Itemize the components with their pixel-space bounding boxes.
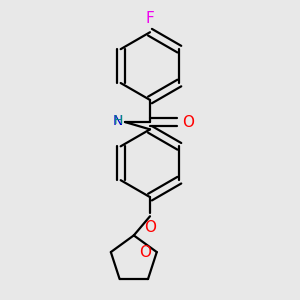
Text: O: O (140, 244, 152, 260)
Text: F: F (146, 11, 154, 26)
Text: O: O (182, 115, 194, 130)
Text: N: N (113, 114, 124, 128)
Text: O: O (144, 220, 156, 235)
Text: H: H (102, 114, 124, 127)
